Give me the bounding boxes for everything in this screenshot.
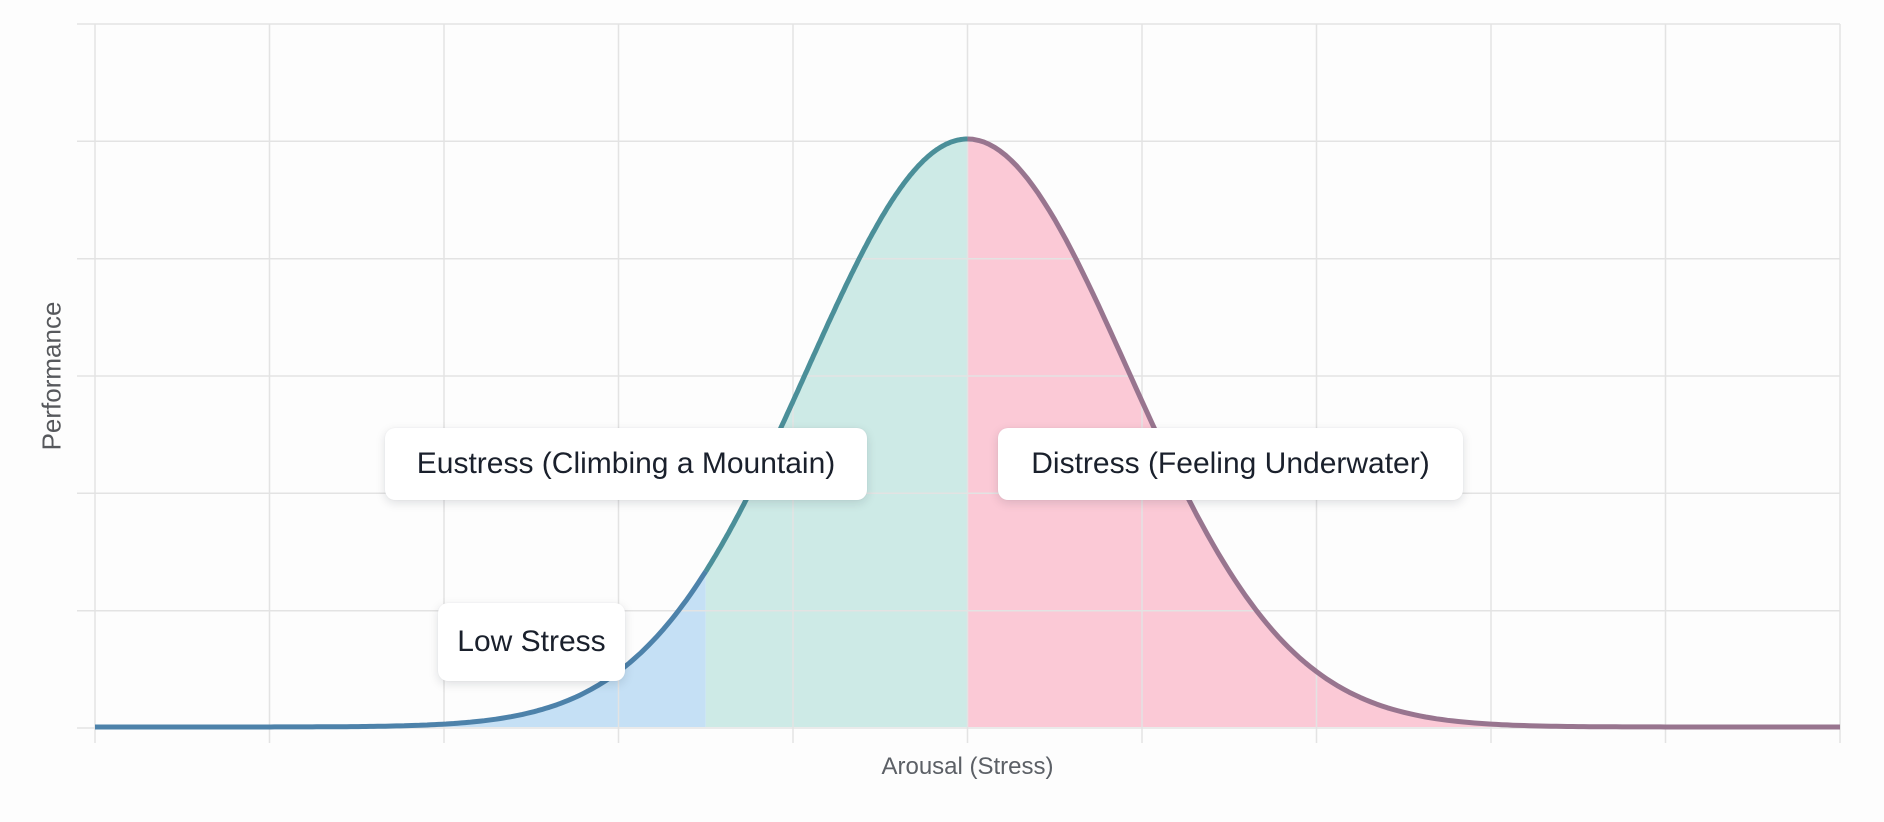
distress-label: Distress (Feeling Underwater) <box>1031 447 1430 480</box>
eustress-label-box: Eustress (Climbing a Mountain) <box>385 428 867 500</box>
x-axis-label: Arousal (Stress) <box>881 753 1054 780</box>
region-fill-low-stress <box>95 571 706 727</box>
eustress-label: Eustress (Climbing a Mountain) <box>416 447 836 480</box>
curve-segment-low-stress <box>95 570 708 730</box>
gridlines <box>77 23 1841 743</box>
y-axis-label: Performance <box>36 301 67 451</box>
low-stress-label-box: Low Stress <box>438 603 625 681</box>
low-stress-label: Low Stress <box>457 625 606 658</box>
distress-label-box: Distress (Feeling Underwater) <box>998 428 1463 500</box>
region-fill-distress-feeling-underwater <box>967 139 1840 727</box>
curve-segment-distress-feeling-underwater <box>967 136 1840 730</box>
